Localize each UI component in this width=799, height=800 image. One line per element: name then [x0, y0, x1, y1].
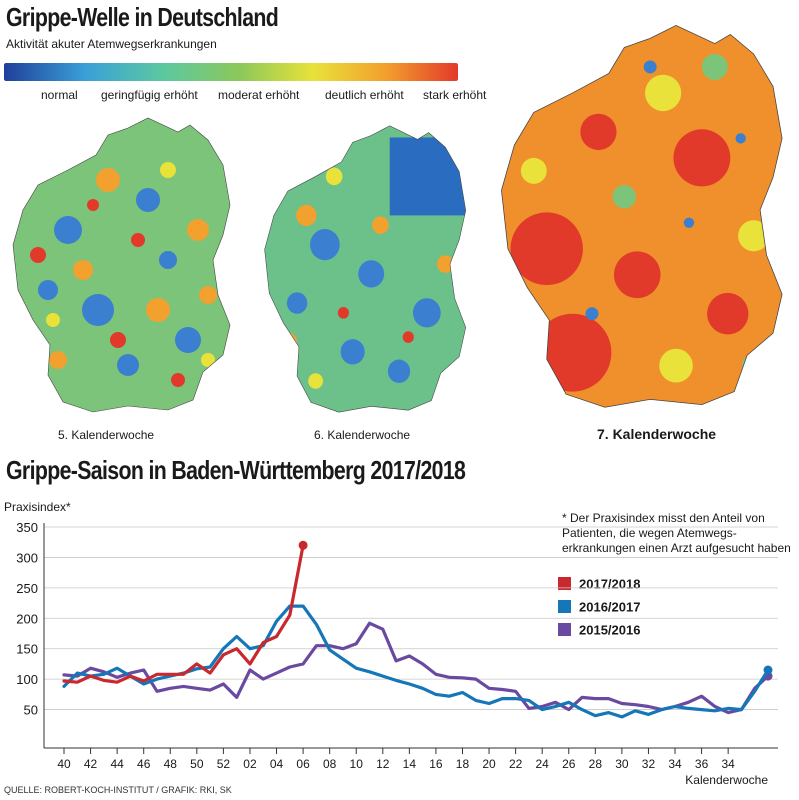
series-line-2017-2018: [62, 543, 305, 684]
scale-label-slight: geringfügig erhöht: [101, 88, 198, 102]
x-tick-label: 28: [589, 757, 603, 771]
y-tick-label: 150: [16, 642, 38, 657]
x-tick-label: 22: [509, 757, 523, 771]
x-tick-label: 46: [137, 757, 151, 771]
y-tick-label: 200: [16, 611, 38, 626]
x-tick-label: 16: [429, 757, 443, 771]
series-endpoint-2016-2017: [763, 665, 773, 675]
x-tick-label: 02: [243, 757, 257, 771]
legend-swatch: [558, 577, 571, 591]
map-label-week-6: 6. Kalenderwoche: [314, 428, 411, 442]
activity-color-scale: [4, 63, 458, 81]
x-tick-label: 44: [110, 757, 124, 771]
legend-label: 2015/2016: [579, 622, 641, 638]
x-tick-label: 08: [323, 757, 337, 771]
x-tick-label: 42: [84, 757, 98, 771]
y-tick-label: 300: [16, 550, 38, 565]
y-tick-label: 50: [24, 703, 38, 718]
x-tick-label: 06: [296, 757, 310, 771]
legend-item-2016-2017: 2016/2017: [558, 598, 640, 616]
x-tick-label: 10: [350, 757, 364, 771]
x-tick-label: 14: [403, 757, 417, 771]
source-credit: QUELLE: ROBERT-KOCH-INSTITUT / GRAFIK: R…: [4, 785, 232, 795]
x-tick-label: 34: [668, 757, 682, 771]
y-axis-label: Praxisindex*: [4, 500, 71, 514]
scale-label-clear: deutlich erhöht: [325, 88, 404, 102]
x-tick-label: 48: [164, 757, 178, 771]
map-week-6: [264, 125, 467, 413]
page-subtitle: Aktivität akuter Atemwegserkrankungen: [6, 37, 217, 51]
x-tick-label: 04: [270, 757, 284, 771]
x-tick-label: 12: [376, 757, 390, 771]
x-tick-label: 24: [536, 757, 550, 771]
y-tick-label: 250: [16, 581, 38, 596]
x-tick-label: 40: [57, 757, 71, 771]
footnote: * Der Praxisindex misst den Anteil von P…: [562, 511, 791, 555]
x-tick-label: 18: [456, 757, 470, 771]
series-line-2015-2016: [62, 621, 770, 715]
x-tick-label: 26: [562, 757, 576, 771]
legend-swatch: [558, 623, 571, 637]
x-tick-label: 52: [217, 757, 231, 771]
legend-item-2015-2016: 2015/2016: [558, 621, 640, 639]
map-label-week-5: 5. Kalenderwoche: [58, 428, 155, 442]
map-week-7: [501, 24, 783, 408]
series-endpoint-2017-2018: [298, 540, 308, 550]
scale-label-normal: normal: [41, 88, 78, 102]
map-week-5: [12, 117, 231, 413]
x-tick-label: 30: [615, 757, 629, 771]
x-tick-label: 36: [695, 757, 709, 771]
x-tick-label: 34: [721, 757, 735, 771]
y-tick-label: 350: [16, 520, 38, 535]
scale-label-strong: stark erhöht: [423, 88, 487, 102]
x-tick-label: 32: [642, 757, 656, 771]
page-title: Grippe-Welle in Deutschland: [6, 2, 279, 32]
x-tick-label: 50: [190, 757, 204, 771]
y-tick-label: 100: [16, 672, 38, 687]
x-tick-label: 20: [482, 757, 496, 771]
x-axis-label: Kalenderwoche: [685, 773, 768, 785]
map-label-week-7: 7. Kalenderwoche: [597, 426, 717, 442]
chart-title: Grippe-Saison in Baden-Württemberg 2017/…: [6, 455, 466, 485]
legend-label: 2016/2017: [579, 599, 641, 615]
legend-swatch: [558, 600, 571, 614]
scale-label-moderate: moderat erhöht: [218, 88, 300, 102]
